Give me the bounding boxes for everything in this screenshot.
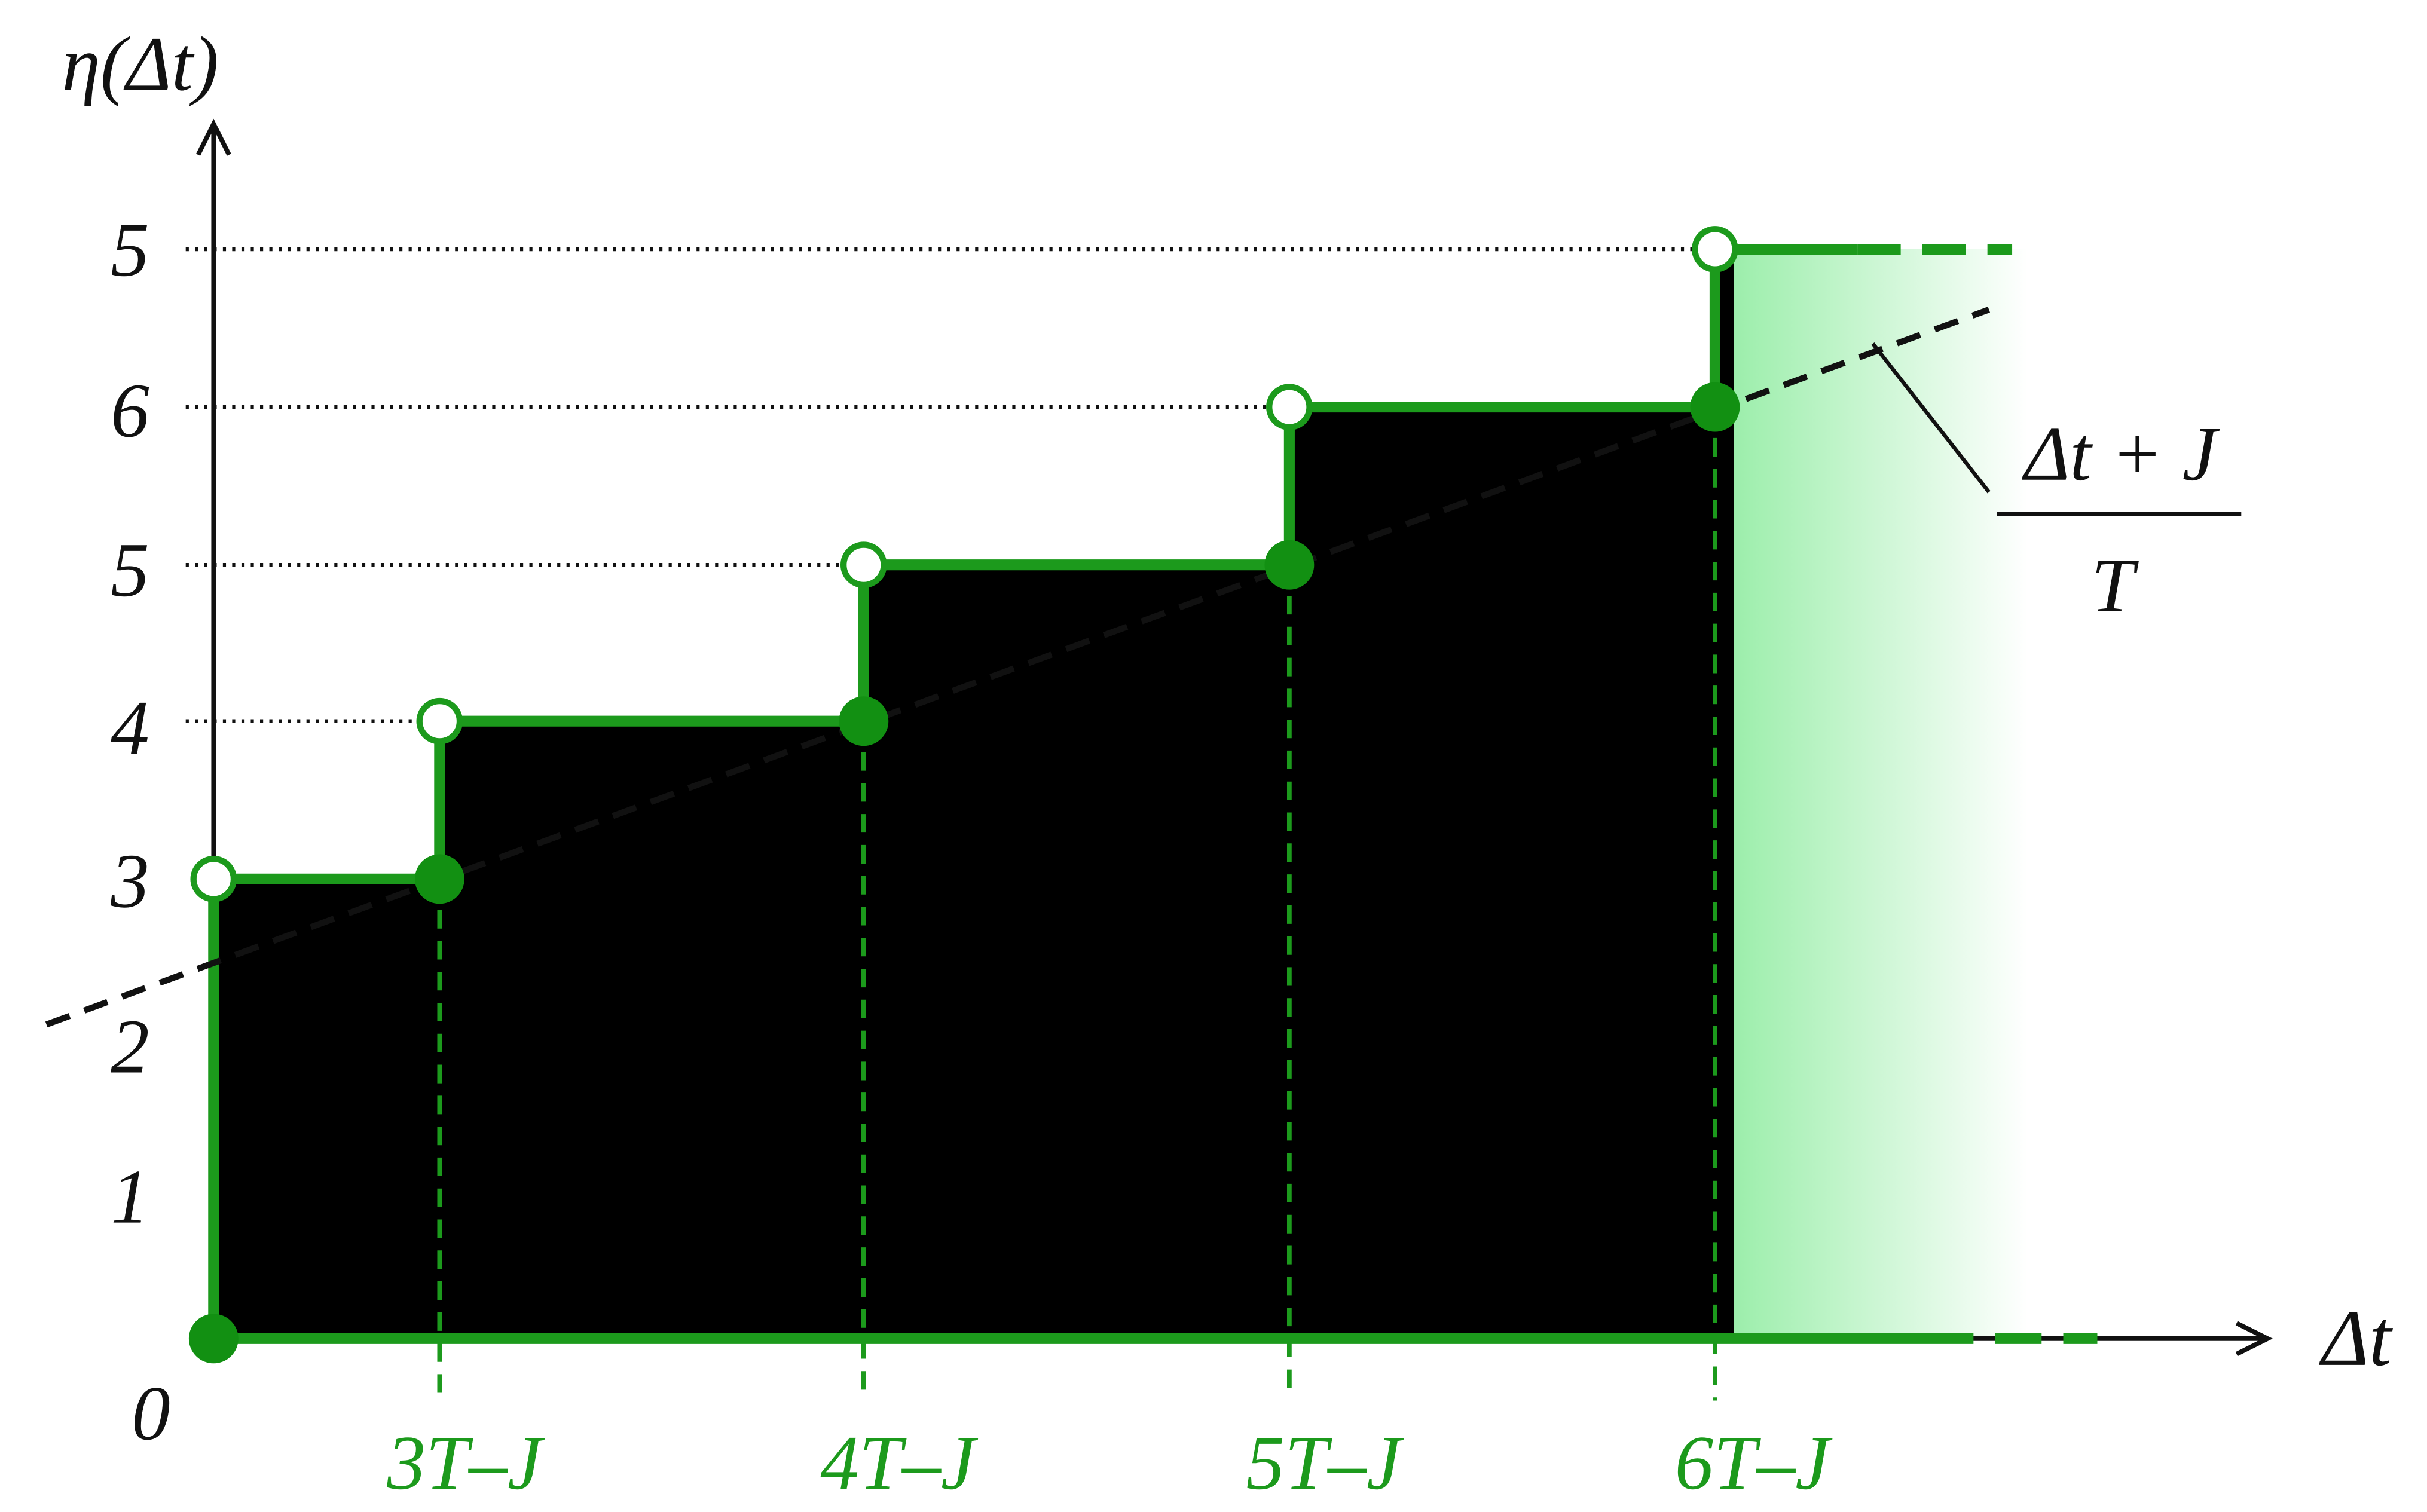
x-label: 4T–J [820,1421,978,1506]
trend-line [45,307,1991,1028]
fraction-numerator: Δt + J [2022,412,2220,497]
x-label: 5T–J [1246,1421,1404,1506]
guide-lines [185,247,1715,723]
y-labels: 5 6 5 4 3 2 1 [110,207,149,1240]
drop-lines [437,407,1717,1401]
y-label: 1 [111,1155,149,1240]
area [213,249,2028,1339]
y-label: 5 [111,528,149,613]
y-label: 2 [111,1005,149,1090]
y-label: 6 [111,368,149,454]
fraction-denominator: T [2091,543,2139,629]
y-axis-label: η(Δt) [62,22,219,107]
origin-label: 0 [132,1371,170,1456]
x-labels: 3T–J 4T–J 5T–J 6T–J [386,1421,1833,1506]
x-label: 3T–J [386,1421,545,1506]
y-label: 4 [111,685,149,771]
closed-points [188,382,1740,1364]
y-label: 3 [110,838,149,924]
y-label: 5 [111,207,149,293]
x-axis-label: Δt [2319,1294,2394,1383]
open-points [190,226,1738,902]
leader-line [1871,342,1991,494]
x-label: 6T–J [1675,1421,1833,1506]
